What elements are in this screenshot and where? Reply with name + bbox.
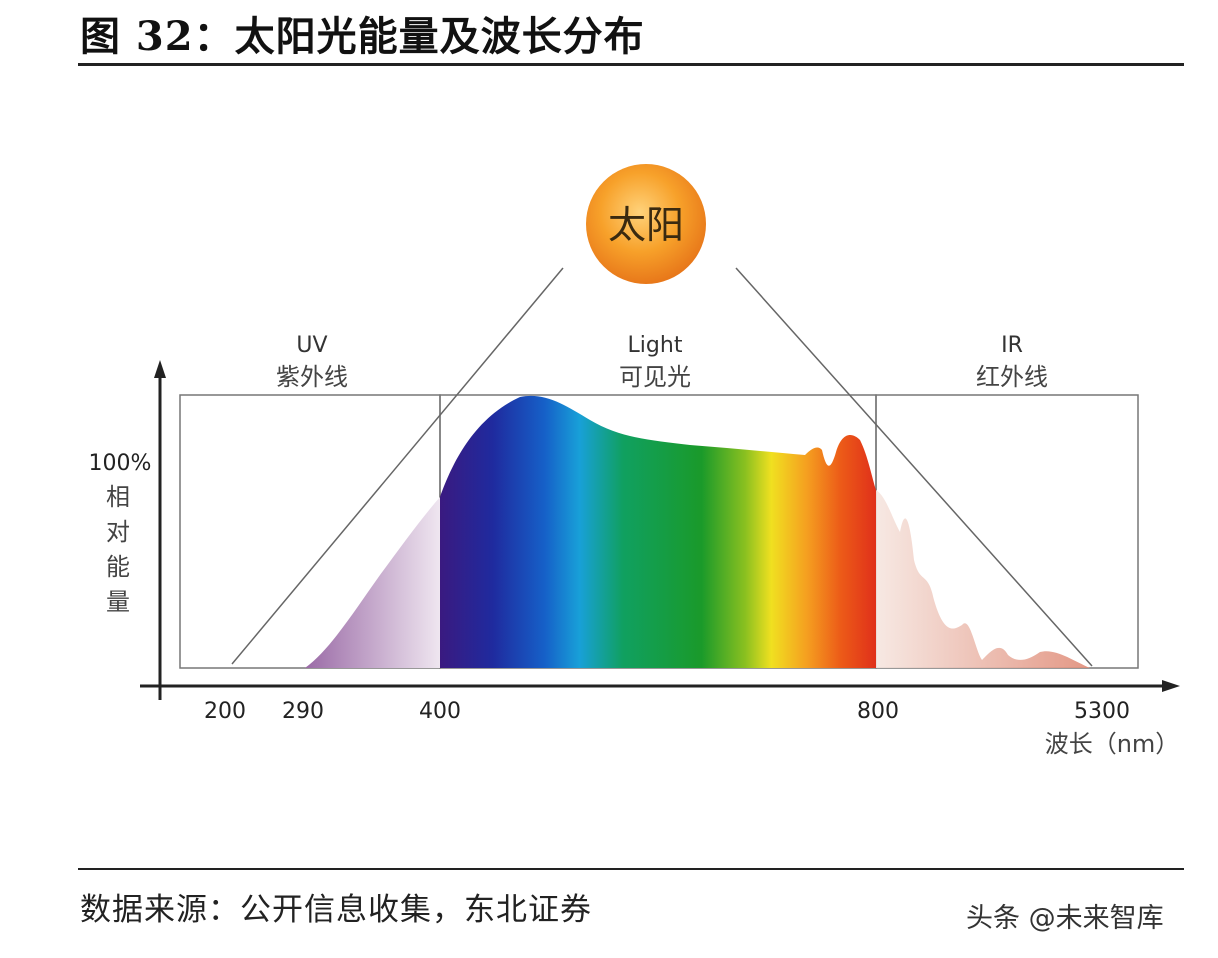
ir-label-en: IR (1001, 333, 1023, 358)
x-tick-290: 290 (282, 699, 324, 724)
sun-ray-left (231, 267, 564, 665)
uv-label-zh: 紫外线 (276, 363, 348, 391)
x-axis-arrow (1162, 680, 1180, 692)
x-tick-800: 800 (857, 699, 899, 724)
ir-spectrum-area (876, 490, 1090, 668)
x-tick-200: 200 (204, 699, 246, 724)
figure-title: 图 32：太阳光能量及波长分布 (80, 13, 645, 60)
sun-circle (586, 164, 706, 284)
y-axis-label-char-4: 量 (106, 588, 130, 616)
y-axis-label-char-2: 对 (106, 518, 130, 546)
sun-ray-right (735, 267, 1093, 667)
light-label-en: Light (628, 333, 683, 358)
ir-label-zh: 红外线 (976, 363, 1048, 391)
y-axis-label-char-3: 能 (106, 553, 130, 581)
top-rule (78, 63, 1184, 66)
uv-label-en: UV (296, 333, 327, 358)
light-label-zh: 可见光 (619, 363, 691, 391)
bottom-rule (78, 868, 1184, 870)
x-axis-label: 波长（nm） (1045, 730, 1180, 758)
watermark: 头条 @未来智库 (966, 903, 1164, 934)
source-note: 数据来源：公开信息收集，东北证券 (80, 892, 592, 928)
visible-spectrum-area (440, 395, 876, 668)
y-axis-top-label: 100% (89, 451, 152, 476)
uv-spectrum-area (305, 497, 440, 668)
y-axis-label-char-1: 相 (106, 483, 130, 511)
y-axis-arrow (154, 360, 166, 378)
sun-label: 太阳 (608, 203, 684, 247)
x-tick-400: 400 (419, 699, 461, 724)
x-tick-5300: 5300 (1074, 699, 1130, 724)
